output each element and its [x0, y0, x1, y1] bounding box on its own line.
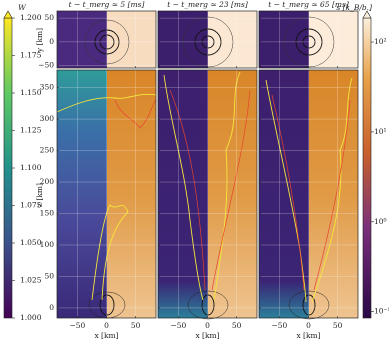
colorbar — [3, 17, 13, 319]
y-tick-label: 0 — [49, 37, 54, 46]
colorbar-extend — [3, 10, 13, 19]
panel-title: t − t_merg ≃ 65 [ms] — [268, 0, 349, 9]
panel-frame — [56, 10, 157, 69]
colorbar-tick-label: 1.100 — [20, 163, 42, 172]
x-tick-label: −50 — [271, 321, 287, 330]
x-tick-label: 50 — [232, 321, 242, 330]
panel-title: t − t_merg ≃ 23 [ms] — [167, 0, 248, 9]
panel-frame — [56, 69, 157, 319]
z-tick-label: 300 — [40, 114, 55, 123]
x-tick-label: 50 — [333, 321, 343, 330]
x-tick-label: 0 — [306, 321, 311, 330]
panel-frame — [258, 10, 359, 69]
z-tick-label: 0 — [49, 303, 54, 312]
colorbar-extend — [362, 10, 372, 19]
panel-images — [56, 11, 358, 320]
z-axis-label: z [km] — [35, 183, 44, 207]
x-tick-label: 0 — [205, 321, 210, 330]
colorbar-tick-label: 1.025 — [20, 276, 42, 285]
panel-frame — [157, 69, 258, 319]
colorbar-tick-label: 10⁻¹ — [374, 307, 389, 316]
x-tick-label: 0 — [104, 321, 109, 330]
x-tick-label: −50 — [69, 321, 85, 330]
colorbar-tick-label: 10⁰ — [374, 217, 387, 226]
panel-title: t − t_merg ≃ 5 [ms] — [69, 0, 145, 9]
z-tick-label: 250 — [40, 146, 55, 155]
y-tick-label: −50 — [38, 61, 54, 70]
y-axis-label: y [km] — [35, 28, 44, 53]
x-tick-label: 50 — [131, 321, 141, 330]
z-tick-label: 350 — [40, 83, 55, 92]
colorbar-tick-label: 10¹ — [374, 127, 387, 136]
colorbar-tick-label: 10² — [374, 37, 387, 46]
colorbar-label: s [k_B/b.] — [336, 3, 372, 12]
colorbar-tick-label: 1.200 — [20, 13, 42, 22]
x-axis-label: x [km] — [296, 331, 320, 340]
panel-frame — [258, 69, 359, 319]
z-tick-label: 100 — [40, 240, 55, 249]
colorbar-tick-label: 1.125 — [20, 126, 42, 135]
panel-frame — [157, 10, 258, 69]
z-tick-label: 150 — [40, 209, 55, 218]
colorbar-tick-label: 1.150 — [20, 88, 42, 97]
z-tick-label: 200 — [40, 177, 55, 186]
x-axis-label: x [km] — [195, 331, 219, 340]
colorbar-tick-label: 1.175 — [20, 51, 42, 60]
colorbar — [362, 17, 372, 319]
z-tick-label: 50 — [44, 271, 54, 280]
colorbar-tick-label: 1.000 — [20, 313, 42, 322]
colorbar-tick-label: 1.050 — [20, 238, 42, 247]
colorbar-tick-label: 1.075 — [20, 201, 42, 210]
y-tick-label: 50 — [44, 13, 54, 22]
x-tick-label: −50 — [170, 321, 186, 330]
colorbar-label: W — [18, 3, 27, 12]
x-axis-label: x [km] — [94, 331, 118, 340]
